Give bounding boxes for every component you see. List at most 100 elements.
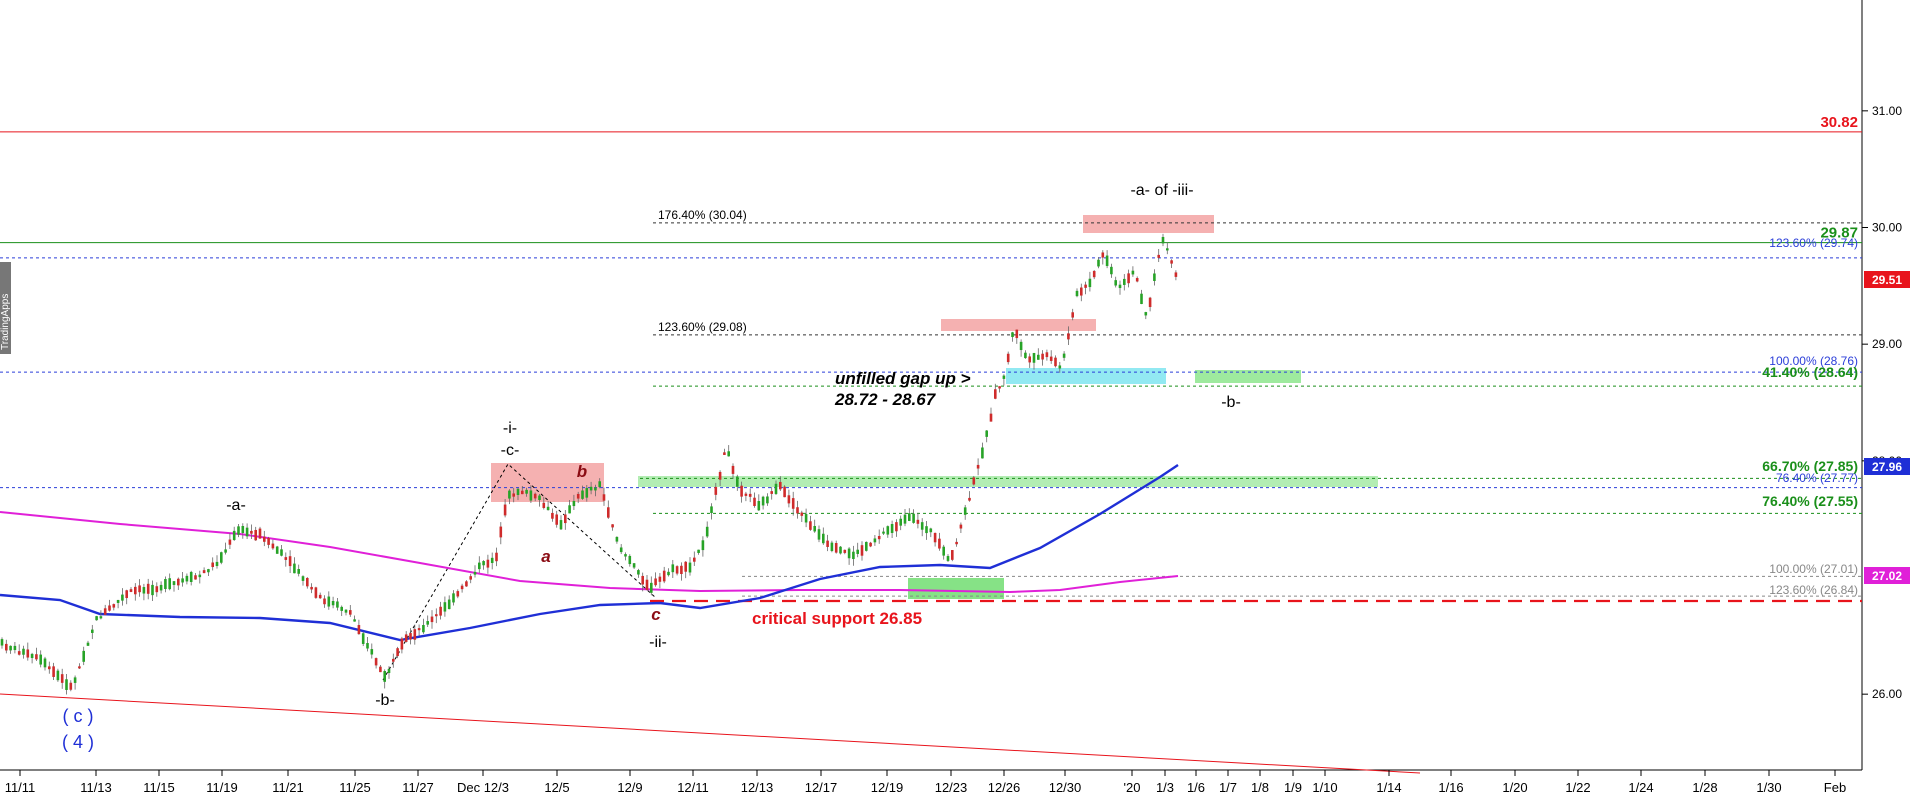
zone-red-mid [941,319,1096,331]
candle-body [972,477,976,485]
candle-body [146,583,150,594]
candle-body [185,575,189,582]
candle-body [925,526,928,534]
candle-body [529,490,533,501]
candle-body [525,489,528,494]
candle-body [675,566,679,574]
candle-body [770,491,773,494]
candle-body [404,634,408,642]
candle-body [1101,252,1105,258]
candle-body [869,542,872,547]
candle-body [280,549,283,556]
candle-body [598,481,601,488]
candle-body [374,658,378,666]
date-tick-label: Dec 12/3 [457,780,509,795]
candle-body [1024,352,1027,359]
candle-body [1110,266,1113,275]
candle-body [103,608,107,615]
candle-body [73,677,77,683]
candle-body [559,520,563,530]
candle-body [882,531,885,534]
candle-body [17,651,21,655]
date-tick-label: 11/11 [5,780,36,795]
candle-body [521,490,524,495]
level-label-fib-123-gray: 123.60% (26.84) [1769,583,1858,597]
date-tick-label: 12/5 [544,780,569,795]
candle-body [1075,290,1079,297]
candle-body [817,529,821,540]
candle-body [207,569,210,573]
date-tick-label: Feb [1824,780,1846,795]
candle-body [211,562,214,568]
candle-body [60,674,64,683]
date-tick-label: 12/23 [935,780,968,795]
candle-body [439,606,442,616]
candle-body [314,587,318,598]
candle-body [942,546,945,556]
candle-body [615,536,619,542]
candle-body [1153,273,1156,281]
candle-body [422,625,425,633]
candle-body [723,452,726,455]
candle-body [546,506,550,511]
date-tick-label: 11/15 [143,780,175,795]
candle-body [456,591,460,597]
candle-body [800,512,804,516]
candle-body [1032,353,1036,363]
candle-body [129,589,133,592]
candle-body [637,570,640,575]
candle-body [490,557,494,564]
candle-body [576,493,580,499]
svg-text:TradingApps: TradingApps [0,294,11,350]
candle-body [250,530,253,534]
candle-body [267,538,270,545]
date-tick-label: 12/30 [1049,780,1082,795]
candle-body [757,501,761,511]
svg-text:27.02: 27.02 [1872,569,1902,583]
price-tick-label: 30.00 [1872,221,1902,235]
candle-body [929,528,933,533]
candle-body [1118,284,1122,289]
candle-body [718,471,722,480]
candle-body [323,598,326,605]
unfilled-gap-label-1: unfilled gap up > [835,369,971,388]
price-tick-label: 26.00 [1872,687,1902,701]
watermark: TradingApps [0,262,11,354]
candle-body [1148,297,1152,308]
candle-body [26,649,30,658]
candle-body [607,507,610,518]
candle-body [168,578,171,590]
candle-body [916,519,920,524]
candle-body [48,666,51,670]
candle-body [998,386,1001,389]
candle-body [1114,280,1117,286]
candle-body [1049,356,1053,361]
level-label-fib-123-black: 123.60% (29.08) [658,320,747,334]
candle-body [903,514,907,524]
candle-body [181,578,184,583]
candle-body [688,562,692,573]
candle-body [1161,236,1165,244]
date-tick-label: 11/27 [402,780,434,795]
level-label-fib-41-green: 41.40% (28.64) [1762,364,1858,380]
candle-body [886,526,890,535]
candle-body [447,599,451,610]
candle-body [843,549,847,553]
candle-body [383,671,386,682]
candle-body [813,526,816,532]
candle-body [69,682,73,690]
candle-body [981,447,984,459]
candle-body [297,569,300,574]
candle-body [237,526,240,535]
level-label-fib-123-blue: 123.60% (29.74) [1769,236,1858,250]
candle-body [284,557,288,560]
level-label-fib-176: 176.40% (30.04) [658,208,747,222]
blue-ma-badge: 27.96 [1864,458,1910,475]
candle-body [951,550,954,560]
candle-body [714,486,718,495]
candle-body [572,500,576,507]
price-tick-label: 29.00 [1872,337,1902,351]
candle-body [1170,260,1173,264]
candle-body [542,502,546,508]
candle-body [873,538,877,543]
